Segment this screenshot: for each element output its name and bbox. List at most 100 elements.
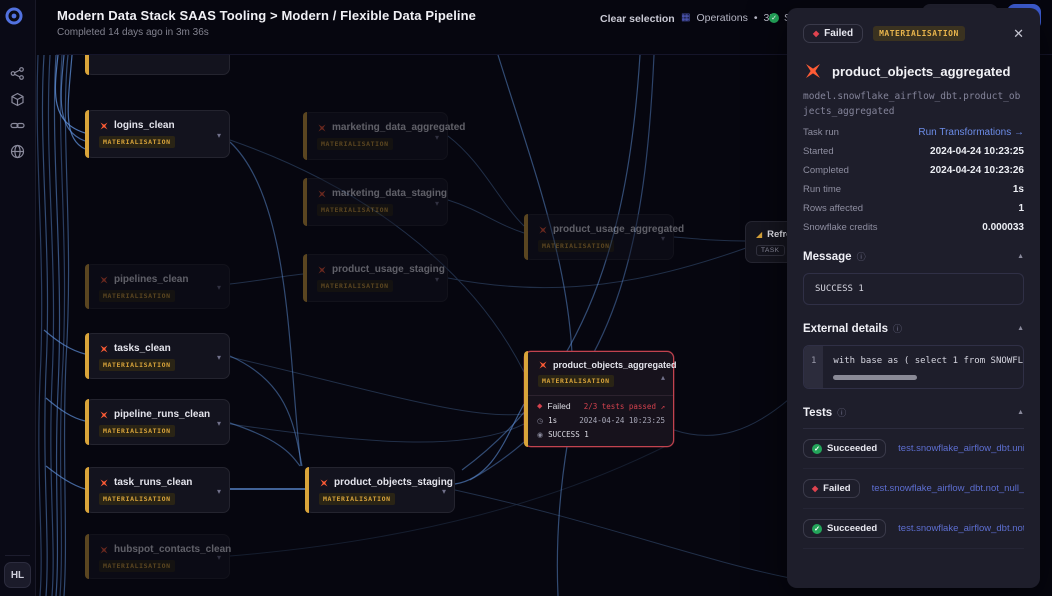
detail-label: Completed bbox=[803, 165, 849, 177]
materialisation-badge: MATERIALISATION bbox=[99, 290, 175, 302]
chevron-down-icon[interactable]: ▾ bbox=[434, 198, 439, 208]
detail-label: Rows affected bbox=[803, 203, 864, 215]
graph-node-task-runs-clean[interactable]: task_runs_clean ▾ MATERIALISATION bbox=[85, 467, 230, 513]
node-status-stripe bbox=[85, 264, 89, 309]
node-label: marketing_data_staging bbox=[332, 188, 448, 199]
clear-selection-button[interactable]: Clear selection bbox=[600, 13, 675, 25]
detail-label: Started bbox=[803, 146, 834, 158]
dot-separator: • bbox=[753, 12, 758, 24]
sidebar-divider bbox=[5, 555, 30, 556]
graph-node-logins-clean[interactable]: logins_clean ▾ MATERIALISATION bbox=[85, 110, 230, 158]
line-number: 1 bbox=[804, 346, 824, 389]
chevron-down-icon[interactable]: ▾ bbox=[216, 283, 221, 293]
external-details-section: External details ⓘ ▲ 1 with base as ( se… bbox=[803, 322, 1024, 390]
chevron-down-icon[interactable]: ▾ bbox=[216, 418, 221, 428]
dbt-icon bbox=[100, 411, 108, 418]
detail-label: Snowflake credits bbox=[803, 222, 878, 234]
dbt-icon bbox=[318, 124, 326, 131]
materialisation-badge: MATERIALISATION bbox=[317, 280, 393, 292]
materialisation-badge: MATERIALISATION bbox=[99, 359, 175, 371]
node-label: tasks_clean bbox=[114, 343, 171, 354]
chevron-down-icon[interactable]: ▾ bbox=[216, 352, 221, 362]
horizontal-scrollbar[interactable] bbox=[833, 375, 918, 381]
chevron-down-icon[interactable]: ▾ bbox=[434, 132, 439, 142]
chevron-up-icon[interactable]: ▴ bbox=[660, 373, 665, 382]
materialisation-badge: MATERIALISATION bbox=[319, 493, 395, 505]
graph-node-product-objects-aggregated-selected[interactable]: product_objects_aggregated ▴ MATERIALISA… bbox=[524, 351, 677, 447]
failed-diamond-icon: ◆ bbox=[537, 403, 543, 410]
dbt-icon bbox=[100, 276, 108, 283]
sql-code-line: with base as ( select 1 from SNOWFLAKE bbox=[833, 356, 1023, 367]
dbt-icon bbox=[320, 479, 328, 486]
dbt-icon bbox=[806, 64, 820, 78]
chevron-down-icon[interactable]: ▾ bbox=[216, 486, 221, 496]
node-status-label: Failed bbox=[547, 401, 571, 411]
graph-node-tasks-clean[interactable]: tasks_clean ▾ MATERIALISATION bbox=[85, 333, 230, 379]
test-link[interactable]: test.snowflake_airflow_dbt.unique_pro bbox=[898, 443, 1024, 455]
graph-node-product-usage-aggregated[interactable]: product_usage_aggregated ▾ MATERIALISATI… bbox=[524, 214, 684, 260]
collapse-icon[interactable]: ▲ bbox=[1017, 325, 1024, 333]
materialisation-badge: MATERIALISATION bbox=[317, 138, 393, 150]
graph-node-pipelines-clean[interactable]: pipelines_clean ▾ MATERIALISATION bbox=[85, 264, 230, 309]
task-badge: TASK bbox=[756, 245, 785, 256]
materialisation-badge: MATERIALISATION bbox=[99, 560, 175, 572]
dbt-icon bbox=[539, 226, 547, 233]
link-icon[interactable] bbox=[10, 118, 25, 133]
node-status-stripe bbox=[303, 178, 307, 226]
dbt-icon bbox=[318, 266, 326, 273]
pipeline-graph-icon[interactable] bbox=[10, 66, 25, 81]
chevron-down-icon[interactable]: ▾ bbox=[434, 274, 439, 284]
detail-label: Run time bbox=[803, 184, 842, 196]
cube-icon[interactable] bbox=[10, 92, 25, 107]
chevron-down-icon[interactable]: ▾ bbox=[216, 553, 221, 563]
collapse-icon[interactable]: ▲ bbox=[1017, 253, 1024, 261]
graph-node-marketing-data-staging[interactable]: marketing_data_staging ▾ MATERIALISATION bbox=[303, 178, 448, 226]
chevron-down-icon[interactable]: ▾ bbox=[216, 130, 221, 140]
test-link[interactable]: test.snowflake_airflow_dbt.not_null_pr bbox=[871, 483, 1024, 495]
success-check-icon: ✓ bbox=[812, 443, 822, 454]
user-avatar[interactable]: HL bbox=[4, 562, 31, 588]
graph-node-pipeline-runs-clean[interactable]: pipeline_runs_clean ▾ MATERIALISATION bbox=[85, 399, 230, 445]
chevron-down-icon[interactable]: ▾ bbox=[660, 233, 665, 243]
info-icon: ⓘ bbox=[893, 324, 903, 335]
close-icon[interactable]: ✕ bbox=[1013, 25, 1024, 41]
model-path: model.snowflake_airflow_dbt.product_obje… bbox=[803, 91, 1021, 118]
node-divider bbox=[525, 395, 673, 396]
operations-counter: ▦ Operations • 35 bbox=[681, 12, 775, 24]
node-details-panel: ◆ Failed MATERIALISATION ✕ product_object… bbox=[787, 8, 1040, 588]
success-check-icon: ✓ bbox=[769, 13, 779, 23]
status-circle-icon: ◉ bbox=[537, 431, 544, 439]
chevron-down-icon[interactable]: ▾ bbox=[441, 486, 446, 496]
operations-label: Operations bbox=[696, 12, 748, 24]
node-runtime: 1s bbox=[548, 416, 558, 425]
node-label: product_objects_staging bbox=[334, 477, 453, 488]
node-label: product_usage_aggregated bbox=[553, 224, 685, 235]
status-badge: ◆ Failed bbox=[803, 24, 864, 43]
orchestra-logo[interactable] bbox=[5, 7, 23, 25]
globe-icon[interactable] bbox=[10, 144, 25, 159]
message-body: SUCCESS 1 bbox=[803, 273, 1024, 306]
clock-icon: ◷ bbox=[537, 417, 544, 425]
panel-title: product_objects_aggregated bbox=[832, 63, 1011, 79]
collapse-icon[interactable]: ▲ bbox=[1017, 409, 1024, 417]
dbt-icon bbox=[100, 546, 108, 553]
test-link[interactable]: test.snowflake_airflow_dbt.not_null_pr bbox=[898, 523, 1024, 535]
graph-node-product-objects-staging[interactable]: product_objects_staging ▾ MATERIALISATIO… bbox=[305, 467, 455, 513]
task-run-link[interactable]: Run Transformations → bbox=[918, 127, 1024, 139]
node-status-stripe bbox=[303, 254, 307, 302]
test-status-badge: ✓ Succeeded bbox=[803, 519, 887, 539]
sql-code-block: 1 with base as ( select 1 from SNOWFLAKE bbox=[803, 345, 1024, 390]
detail-value: 2024-04-24 10:23:26 bbox=[930, 165, 1024, 177]
graph-node-product-usage-staging[interactable]: product_usage_staging ▾ MATERIALISATION bbox=[303, 254, 448, 302]
info-icon: ⓘ bbox=[837, 408, 847, 419]
info-icon: ⓘ bbox=[856, 252, 866, 263]
node-label: product_usage_staging bbox=[332, 264, 445, 275]
app-sidebar: HL bbox=[0, 0, 36, 596]
graph-node-hubspot-contacts-clean[interactable]: hubspot_contacts_clean ▾ MATERIALISATION bbox=[85, 534, 231, 579]
tests-passed-link[interactable]: 2/3 tests passed ↗ bbox=[583, 401, 665, 411]
test-row: ✓ Succeeded test.snowflake_airflow_dbt.un… bbox=[803, 429, 1024, 470]
tests-section: Tests ⓘ ▲ ✓ Succeeded test.snowflake_airf… bbox=[803, 406, 1024, 550]
graph-node-marketing-data-aggregated[interactable]: marketing_data_aggregated ▾ MATERIALISAT… bbox=[303, 112, 465, 160]
materialisation-badge: MATERIALISATION bbox=[99, 425, 175, 437]
